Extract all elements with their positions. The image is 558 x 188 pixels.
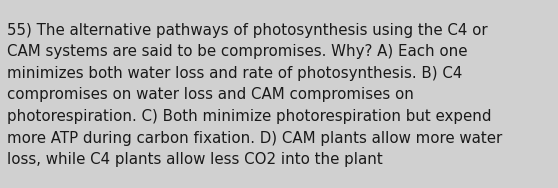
Text: 55) The alternative pathways of photosynthesis using the C4 or
CAM systems are s: 55) The alternative pathways of photosyn… xyxy=(7,23,502,167)
